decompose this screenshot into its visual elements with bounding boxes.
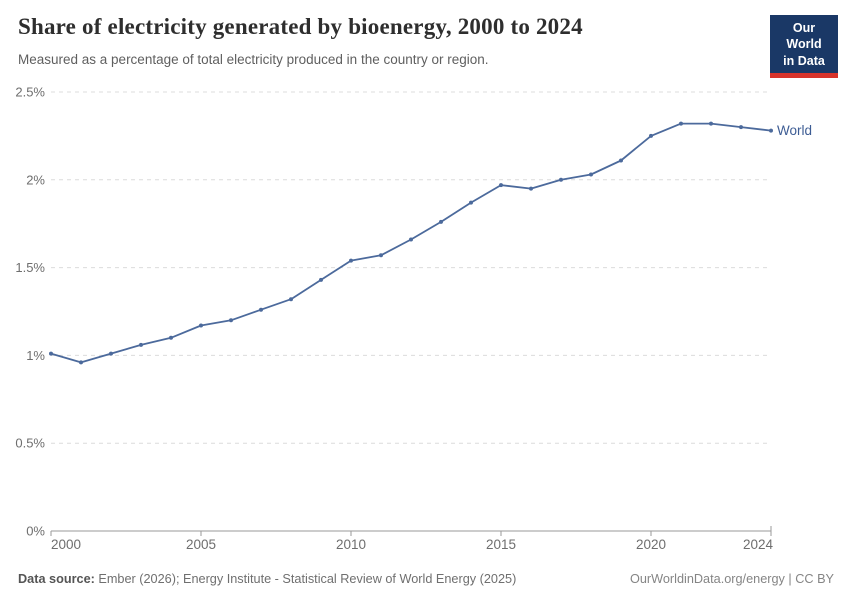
data-point[interactable] <box>229 318 233 323</box>
data-point[interactable] <box>589 172 593 177</box>
world-series-line[interactable] <box>50 122 772 364</box>
data-point[interactable] <box>559 177 563 182</box>
data-point[interactable] <box>709 121 713 126</box>
chart-footer: Data source: Ember (2026); Energy Instit… <box>18 572 834 586</box>
chart-area[interactable]: 0% 0.5% 1% 1.5% 2% 2.5% 2000 2005 2010 2015 2020 20… <box>0 75 850 555</box>
y-axis-tick-label: 0% <box>26 524 45 539</box>
line-chart[interactable]: 0% 0.5% 1% 1.5% 2% 2.5% 2000 2005 2010 2015 2020 20… <box>0 75 850 555</box>
data-point[interactable] <box>529 186 533 191</box>
owid-logo-line1: Our World <box>786 21 822 52</box>
x-axis-tick-label: 2005 <box>186 537 216 552</box>
data-point[interactable] <box>469 200 473 205</box>
credit-link[interactable]: OurWorldinData.org/energy | CC BY <box>629 572 834 586</box>
x-axis-tick-label: 2024 <box>743 537 774 552</box>
x-axis-tick-label: 2010 <box>336 537 366 552</box>
data-point[interactable] <box>319 277 323 282</box>
page-title: Share of electricity generated by bioene… <box>18 14 583 39</box>
data-point[interactable] <box>199 323 203 328</box>
series-label-world[interactable]: World <box>777 123 812 138</box>
data-point[interactable] <box>409 237 413 242</box>
y-axis-tick-label: 2.5% <box>15 85 45 100</box>
data-point[interactable] <box>379 253 383 258</box>
data-point[interactable] <box>169 335 173 340</box>
y-axis-tick-label: 1.5% <box>15 260 45 275</box>
data-point[interactable] <box>139 342 143 347</box>
data-point[interactable] <box>769 128 773 133</box>
y-axis-tick-label: 0.5% <box>15 436 45 451</box>
x-axis-tick-label: 2015 <box>486 537 516 552</box>
data-point[interactable] <box>349 258 353 263</box>
data-point[interactable] <box>109 351 113 356</box>
owid-logo-line2: in Data <box>783 53 825 68</box>
data-point[interactable] <box>739 125 743 130</box>
data-point[interactable] <box>439 219 443 224</box>
x-axis-tick-label: 2000 <box>51 537 81 552</box>
owid-logo: Our World in Data <box>770 15 838 78</box>
page-subtitle: Measured as a percentage of total electr… <box>18 52 489 67</box>
data-point[interactable] <box>679 121 683 126</box>
y-axis-tick-label: 2% <box>26 172 45 187</box>
data-point[interactable] <box>259 307 263 312</box>
data-point[interactable] <box>649 133 653 138</box>
data-point[interactable] <box>49 351 53 356</box>
data-point[interactable] <box>289 297 293 302</box>
data-source-label: Data source: <box>18 572 95 586</box>
y-axis-tick-label: 1% <box>26 348 45 363</box>
data-point[interactable] <box>79 360 83 365</box>
x-axis-tick-label: 2020 <box>636 537 666 552</box>
data-source: Data source: Ember (2026); Energy Instit… <box>18 572 516 586</box>
data-point[interactable] <box>619 158 623 163</box>
data-source-text: Ember (2026); Energy Institute - Statist… <box>94 572 517 586</box>
data-point[interactable] <box>499 183 503 188</box>
